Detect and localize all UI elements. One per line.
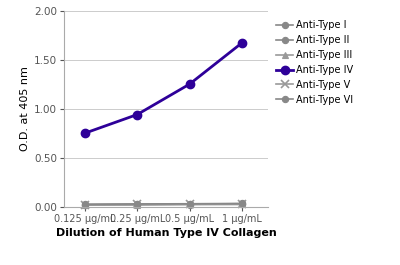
Anti-Type III bbox=[135, 203, 140, 206]
Line: Anti-Type II: Anti-Type II bbox=[82, 201, 245, 208]
Anti-Type II bbox=[82, 203, 87, 206]
Anti-Type IV bbox=[240, 41, 244, 45]
Anti-Type V bbox=[187, 202, 192, 206]
Anti-Type VI bbox=[135, 202, 140, 206]
Anti-Type VI bbox=[187, 202, 192, 205]
Y-axis label: O.D. at 405 nm: O.D. at 405 nm bbox=[20, 66, 30, 151]
Anti-Type I bbox=[82, 203, 87, 206]
Anti-Type V bbox=[82, 203, 87, 206]
Line: Anti-Type I: Anti-Type I bbox=[82, 201, 245, 208]
Anti-Type V bbox=[135, 203, 140, 206]
Line: Anti-Type III: Anti-Type III bbox=[82, 201, 245, 208]
Line: Anti-Type IV: Anti-Type IV bbox=[81, 39, 246, 137]
Anti-Type IV bbox=[135, 113, 140, 116]
Anti-Type I bbox=[187, 203, 192, 206]
Anti-Type VI bbox=[82, 203, 87, 206]
Anti-Type IV bbox=[187, 83, 192, 86]
Anti-Type V bbox=[240, 202, 244, 205]
Anti-Type II bbox=[240, 202, 244, 205]
Anti-Type II bbox=[135, 203, 140, 206]
Line: Anti-Type VI: Anti-Type VI bbox=[82, 200, 245, 207]
Anti-Type II bbox=[187, 202, 192, 206]
Anti-Type III bbox=[82, 203, 87, 206]
Anti-Type III bbox=[240, 202, 244, 206]
Anti-Type I bbox=[135, 203, 140, 206]
Anti-Type VI bbox=[240, 202, 244, 205]
Anti-Type III bbox=[187, 203, 192, 206]
Legend: Anti-Type I, Anti-Type II, Anti-Type III, Anti-Type IV, Anti-Type V, Anti-Type V: Anti-Type I, Anti-Type II, Anti-Type III… bbox=[275, 19, 354, 106]
Line: Anti-Type V: Anti-Type V bbox=[81, 200, 246, 208]
Anti-Type IV bbox=[82, 132, 87, 135]
X-axis label: Dilution of Human Type IV Collagen: Dilution of Human Type IV Collagen bbox=[56, 228, 276, 238]
Anti-Type I bbox=[240, 203, 244, 206]
